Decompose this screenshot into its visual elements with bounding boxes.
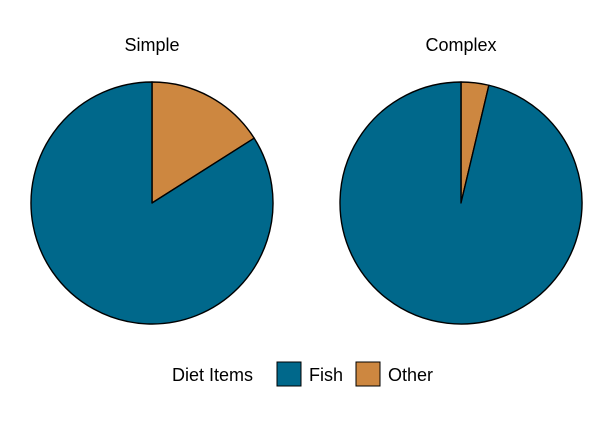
legend-label-other: Other: [388, 365, 433, 385]
pie-slice-other: [151, 81, 255, 204]
legend-key-fish: [276, 361, 302, 387]
pie-slice-fish: [30, 81, 274, 325]
pie-slices-complex: [339, 81, 583, 325]
legend-key-other: [355, 361, 381, 387]
pie-panel-simple: Simple: [30, 35, 274, 325]
pie-title-complex: Complex: [425, 35, 496, 55]
pie-slices-simple: [30, 81, 274, 325]
pie-panel-complex: Complex: [339, 35, 583, 325]
pie-slice-fish: [339, 81, 583, 325]
legend-label-fish: Fish: [309, 365, 343, 385]
pie-title-simple: Simple: [124, 35, 179, 55]
legend-title: Diet Items: [172, 365, 253, 385]
legend: Diet Items Fish Other: [172, 361, 433, 387]
